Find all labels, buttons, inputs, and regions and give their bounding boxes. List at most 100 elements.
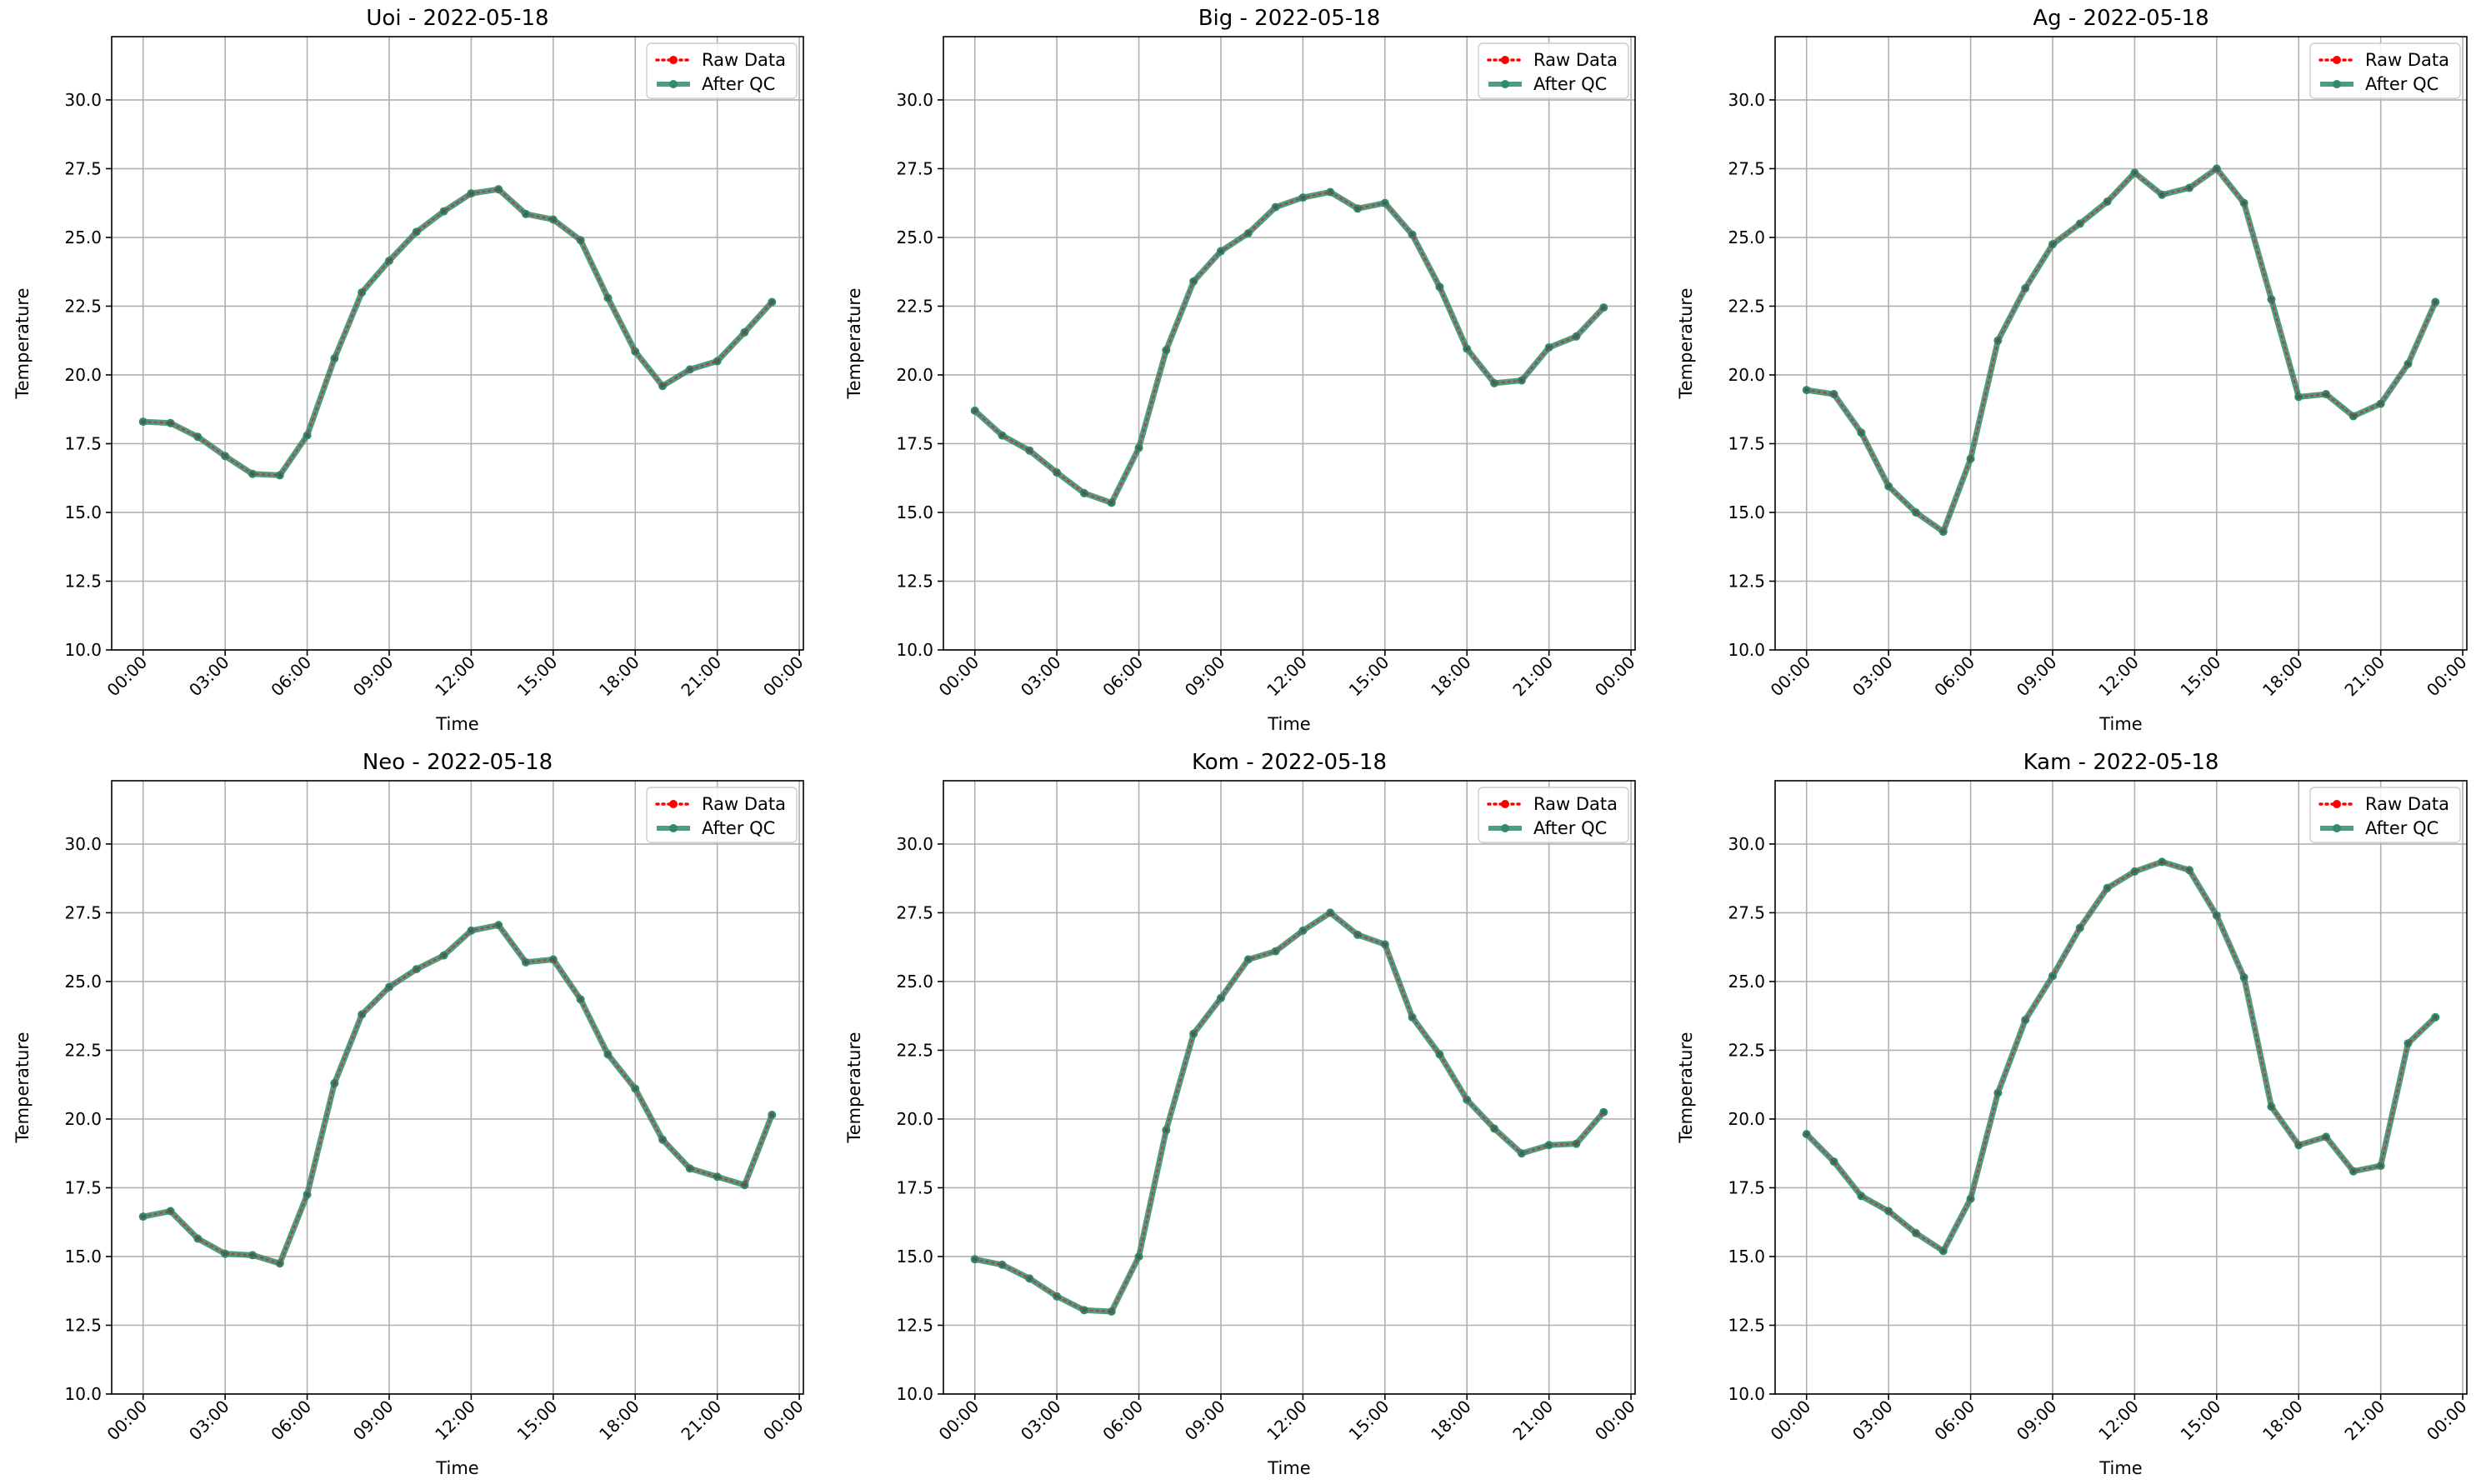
point-raw-data [1410,232,1415,237]
point-raw-data [1573,1142,1579,1147]
point-raw-data [168,421,173,426]
series-line-raw-data [973,191,1605,504]
series-line-raw-data [973,911,1605,1313]
point-raw-data [1218,248,1223,254]
point-raw-data [468,928,474,933]
point-raw-data [1804,387,1809,392]
y-tick-label: 25.0 [1728,972,1765,992]
y-tick-label: 10.0 [64,1384,102,1404]
point-raw-data [1246,231,1251,236]
point-raw-data [2159,192,2164,197]
point-raw-data [769,299,774,305]
point-raw-data [1355,206,1360,211]
series-line-after-qc [1803,165,2438,535]
point-raw-data [1547,345,1552,350]
legend-label-after-qc: After QC [2365,74,2438,94]
point-raw-data [1858,430,1863,435]
point-raw-data [999,432,1005,438]
legend-marker-raw-data [2333,56,2341,64]
x-axis-label: Time [2098,1458,2142,1478]
y-tick-label: 15.0 [64,1247,102,1267]
point-raw-data [387,258,392,263]
legend-label-raw-data: Raw Data [1533,50,1618,70]
point-raw-data [195,1236,200,1242]
point-raw-data [2132,170,2138,175]
point-raw-data [1027,1276,1032,1281]
point-raw-data [578,997,583,1002]
x-axis-label: Time [2098,714,2142,734]
series-line-raw-data [142,187,773,477]
point-raw-data [2023,1017,2028,1022]
point-raw-data [1082,1307,1087,1312]
point-raw-data [2078,925,2083,931]
subplot-title: Uoi - 2022-05-18 [366,6,548,31]
legend: Raw Data After QC [1478,42,1629,99]
point-raw-data [414,967,419,972]
y-tick-label: 17.5 [1728,1177,1765,1197]
subplot-title: Kom - 2022-05-18 [1192,750,1387,775]
y-tick-label: 27.5 [896,158,933,178]
point-raw-data [715,1174,720,1179]
plot-frame [111,36,804,651]
subplot-title: Ag - 2022-05-18 [2033,6,2208,31]
point-raw-data [688,367,693,372]
y-tick-label: 12.5 [896,571,933,591]
point-raw-data [2104,886,2110,891]
point-raw-data [141,1214,146,1219]
point-raw-data [1054,470,1059,475]
y-tick-label: 15.0 [896,502,933,522]
legend-marker-raw-data [1501,56,1509,64]
point-raw-data [1573,334,1579,339]
point-raw-data [2187,867,2192,872]
point-raw-data [1601,305,1606,310]
point-raw-data [2078,221,2083,227]
point-raw-data [141,419,146,424]
y-tick-label: 10.0 [1728,640,1765,660]
point-raw-data [1968,457,1973,462]
point-raw-data [2433,1015,2438,1020]
point-raw-data [1464,347,1469,352]
x-axis-label: Time [1267,714,1310,734]
subplot-title: Kam - 2022-05-18 [2023,750,2219,775]
point-raw-data [660,1137,665,1142]
y-tick-label: 17.5 [1728,433,1765,453]
y-tick-label: 22.5 [1728,296,1765,316]
point-raw-data [2104,199,2110,204]
point-raw-data [1995,1091,2000,1096]
y-tick-label: 15.0 [64,502,102,522]
legend-marker-raw-data [1501,800,1509,808]
y-tick-label: 15.0 [896,1247,933,1267]
y-tick-label: 30.0 [896,90,933,110]
point-raw-data [2159,859,2164,864]
point-raw-data [250,1252,255,1257]
point-raw-data [2351,1169,2356,1174]
plot-frame [1774,36,2468,651]
point-raw-data [468,191,474,196]
y-tick-label: 25.0 [1728,227,1765,247]
legend-marker-raw-data [669,800,678,808]
y-tick-label: 20.0 [64,1109,102,1129]
legend-label-after-qc: After QC [1533,818,1607,838]
legend: Raw Data After QC [646,42,798,99]
point-raw-data [441,952,447,958]
plot-frame [111,780,804,1395]
y-tick-label: 12.5 [64,571,102,591]
legend-marker-raw-data [2333,800,2341,808]
point-raw-data [1191,1032,1196,1037]
point-raw-data [278,1261,283,1266]
y-tick-label: 25.0 [896,972,933,992]
x-axis-label: Time [435,714,478,734]
point-raw-data [332,1081,337,1086]
legend-label-raw-data: Raw Data [2365,50,2449,70]
y-tick-label: 30.0 [1728,90,1765,110]
point-raw-data [1941,529,1946,534]
point-raw-data [1109,500,1114,506]
point-raw-data [633,1087,638,1092]
point-raw-data [1831,392,1837,397]
point-raw-data [195,434,200,439]
point-raw-data [605,1052,611,1057]
point-raw-data [414,229,419,234]
point-raw-data [496,187,501,192]
legend-marker-after-qc [669,824,678,832]
point-raw-data [1519,377,1524,383]
